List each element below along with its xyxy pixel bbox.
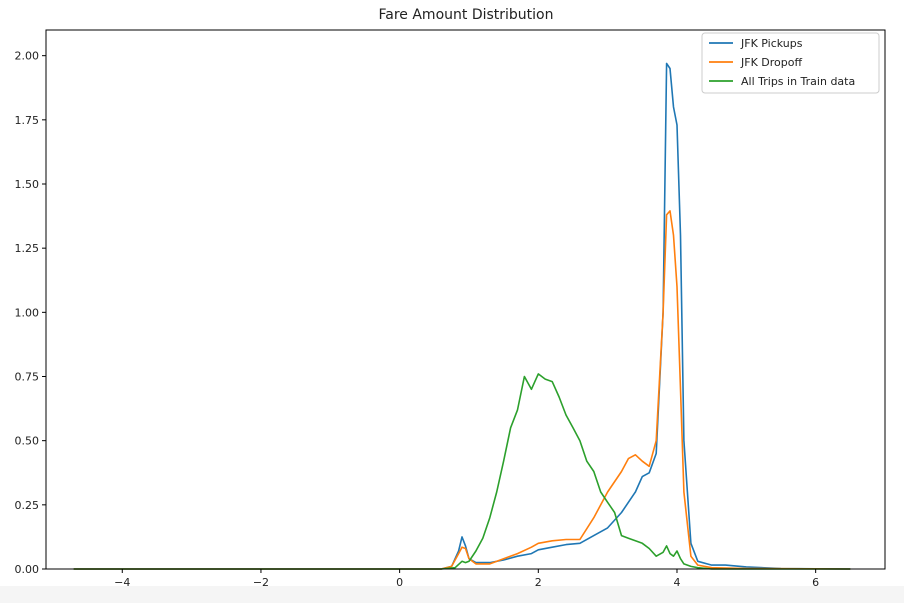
x-tick-label: 2 [535,576,542,589]
y-tick-label: 0.75 [15,371,40,384]
x-tick-label: 6 [812,576,819,589]
series-line-0 [73,62,851,570]
y-tick-label: 1.75 [15,114,40,127]
series-line-2 [73,373,851,570]
y-tick-label: 2.00 [15,50,40,63]
plot-lines [73,62,851,570]
y-tick-label: 0.50 [15,435,40,448]
legend-label-0: JFK Pickups [740,37,803,50]
legend-label-2: All Trips in Train data [741,75,855,88]
legend-label-1: JFK Dropoff [740,56,802,69]
y-tick-label: 0.25 [15,499,40,512]
plot-frame [45,29,886,570]
y-tick-label: 0.00 [15,563,40,576]
x-tick-label: 0 [396,576,403,589]
y-tick-label: 1.00 [15,306,40,319]
y-tick-label: 1.25 [15,242,40,255]
y-tick-label: 1.50 [15,178,40,191]
legend: JFK Pickups JFK Dropoff All Trips in Train… [701,32,880,94]
x-tick-label: −4 [114,576,130,589]
y-axis: 0.00 0.25 0.50 0.75 1.00 1.25 1.50 1.75 2.00 [15,50,46,576]
bottom-strip [0,586,904,603]
series-line-1 [73,210,851,570]
x-tick-label: −2 [253,576,269,589]
x-axis: −4 −2 0 2 4 6 [114,569,819,589]
legend-box [701,32,880,94]
chart-title: Fare Amount Distribution [379,7,554,23]
x-tick-label: 4 [673,576,680,589]
